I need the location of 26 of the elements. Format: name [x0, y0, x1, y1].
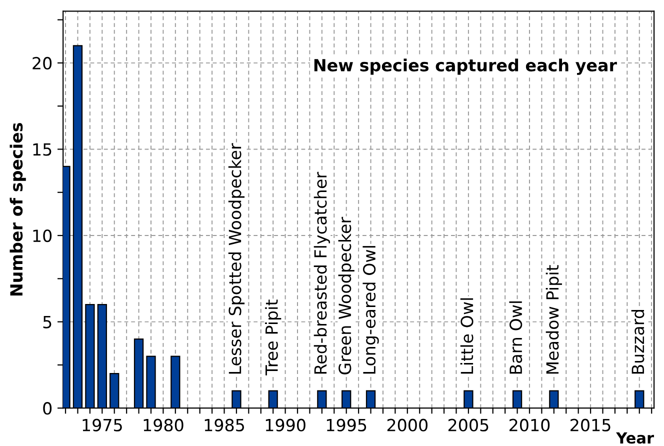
annotation: Lesser Spotted Woodpecker [228, 143, 245, 374]
y-axis-title: Number of species [10, 122, 26, 296]
text: New species captured each year [314, 58, 617, 75]
annotation: Green Woodpecker [338, 216, 354, 374]
x-tick-label: 1980 [144, 418, 184, 432]
y-tick-label: 15 [33, 143, 52, 156]
annotation: Long-eared Owl [362, 246, 379, 374]
x-tick-label: 1985 [204, 418, 244, 432]
x-tick-label: 1975 [82, 418, 122, 432]
x-tick-label: 2015 [570, 418, 610, 432]
x-tick-label: 2010 [510, 418, 550, 432]
x-tick-label: 2000 [387, 418, 428, 432]
y-tick-label: 0 [43, 402, 52, 415]
y-tick-label: 10 [33, 229, 52, 242]
y-tick-label: 20 [32, 56, 52, 70]
annotation: Red-breasted Flycatcher [314, 172, 330, 374]
annotation: Barn Owl [509, 301, 522, 374]
annotation: Little Owl [460, 298, 474, 374]
annotation: Meadow Pipit [546, 265, 562, 374]
annotation: Buzzard [631, 310, 644, 374]
y-tick-label: 5 [43, 316, 52, 328]
x-axis-title: Year [616, 432, 654, 444]
x-tick-label: 1990 [266, 418, 306, 432]
annotation: Tree Pipit [265, 300, 282, 376]
x-tick-label: 1995 [326, 418, 366, 432]
x-tick-label: 2005 [448, 418, 488, 432]
